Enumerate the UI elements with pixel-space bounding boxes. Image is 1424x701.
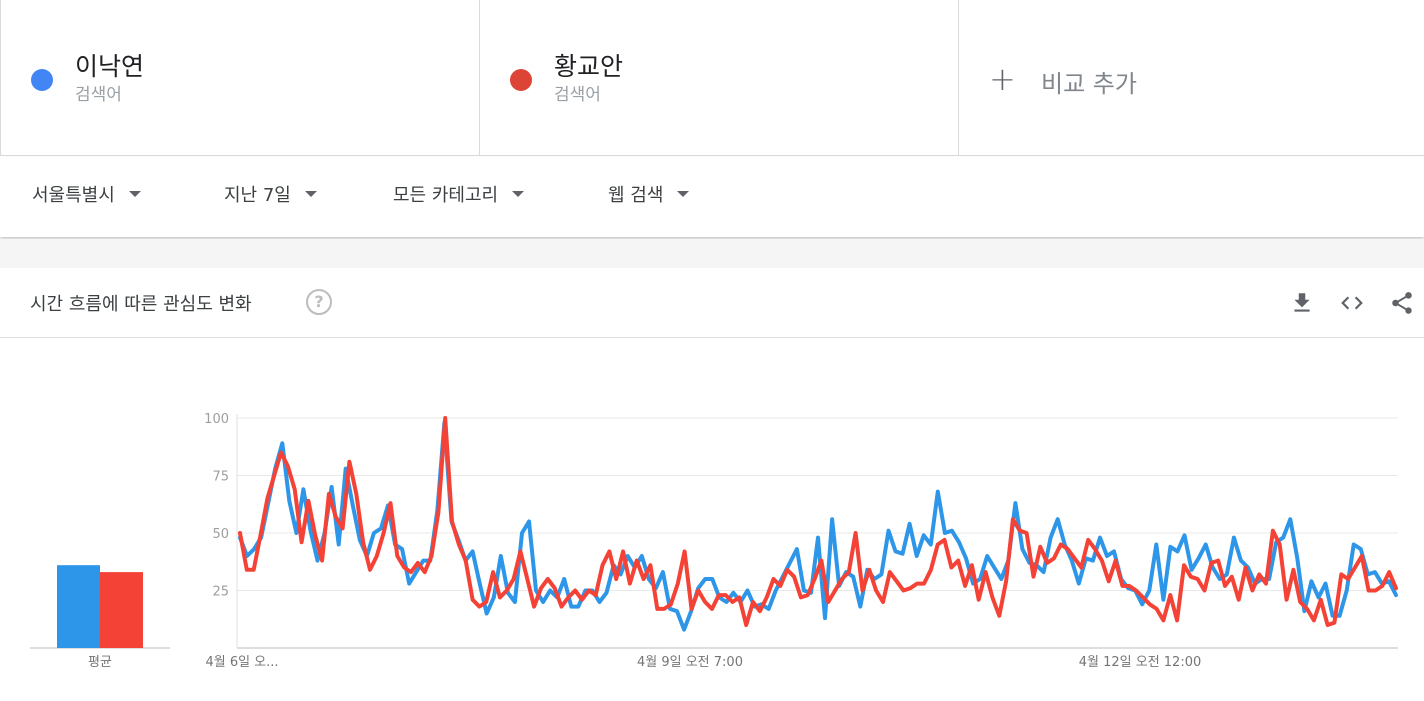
- category-filter-label: 모든 카테고리: [393, 185, 499, 206]
- download-icon[interactable]: [1289, 290, 1315, 316]
- plus-icon[interactable]: +: [989, 60, 1016, 98]
- time-range-filter-label: 지난 7일: [224, 185, 291, 206]
- add-comparison-card[interactable]: + 비교 추가: [959, 0, 1424, 156]
- chart-gridlines: [236, 414, 1398, 649]
- y-tick-label: 75: [212, 470, 229, 485]
- filter-bar: 서울특별시 지난 7일 모든 카테고리 웹 검색: [0, 157, 1424, 237]
- category-filter[interactable]: 모든 카테고리: [393, 181, 525, 207]
- chevron-down-icon: [677, 191, 690, 197]
- compare-terms-bar: 이낙연 검색어 황교안 검색어 + 비교 추가: [0, 0, 1424, 156]
- term-2-type: 검색어: [554, 85, 601, 105]
- interest-chart: 25 50 75 100 4월 6일 오... 4월 9일 오전 7:00 4월 12일 …: [30, 412, 1398, 670]
- term-1-color-dot: [31, 69, 53, 91]
- chevron-down-icon: [128, 191, 141, 197]
- series-line-1[interactable]: [238, 420, 1398, 632]
- interest-over-time-card: 시간 흐름에 따른 관심도 변화 ? 25 50 75 100 4월 6일 오... 4…: [0, 268, 1424, 701]
- card-title: 시간 흐름에 따른 관심도 변화: [30, 294, 252, 315]
- region-filter-label: 서울특별시: [32, 185, 115, 206]
- x-tick-label: 4월 9일 오전 7:00: [637, 655, 743, 670]
- x-tick-label: 4월 6일 오...: [205, 655, 278, 670]
- average-bar-2[interactable]: [100, 572, 143, 648]
- term-1-name[interactable]: 이낙연: [75, 52, 145, 81]
- help-icon[interactable]: ?: [306, 289, 332, 315]
- y-tick-label: 50: [212, 527, 229, 542]
- average-bars: 평균: [30, 565, 170, 670]
- chart-lines: [238, 416, 1398, 632]
- chevron-down-icon: [512, 191, 525, 197]
- term-card-2[interactable]: 황교안 검색어: [480, 0, 959, 156]
- search-type-filter[interactable]: 웹 검색: [608, 181, 690, 207]
- time-range-filter[interactable]: 지난 7일: [224, 181, 317, 207]
- card-header: 시간 흐름에 따른 관심도 변화 ?: [0, 268, 1424, 338]
- chevron-down-icon: [304, 191, 317, 197]
- embed-icon[interactable]: [1339, 290, 1365, 316]
- x-tick-label: 4월 12일 오전 12:00: [1079, 655, 1202, 670]
- term-2-color-dot: [510, 69, 532, 91]
- add-comparison-label[interactable]: 비교 추가: [1041, 70, 1137, 98]
- average-bar-1[interactable]: [57, 565, 100, 648]
- series-line-2[interactable]: [238, 416, 1398, 627]
- region-filter[interactable]: 서울특별시: [32, 181, 141, 207]
- term-card-1[interactable]: 이낙연 검색어: [0, 0, 480, 156]
- chart-x-ticks: 4월 6일 오... 4월 9일 오전 7:00 4월 12일 오전 12:00: [205, 655, 1201, 670]
- term-1-type: 검색어: [75, 85, 122, 105]
- share-icon[interactable]: [1389, 290, 1415, 316]
- chart-y-ticks: 25 50 75 100: [204, 412, 229, 600]
- average-label: 평균: [88, 655, 112, 670]
- term-2-name[interactable]: 황교안: [554, 52, 624, 81]
- section-gap: [0, 239, 1424, 268]
- y-tick-label: 25: [212, 585, 229, 600]
- y-tick-label: 100: [204, 412, 229, 427]
- search-type-filter-label: 웹 검색: [608, 185, 664, 206]
